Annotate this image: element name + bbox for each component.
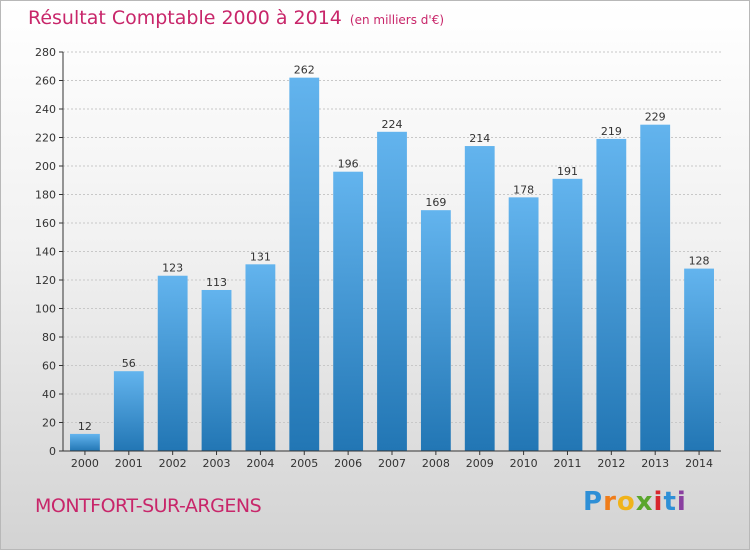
data-label: 219 bbox=[601, 125, 622, 138]
y-tick-label: 0 bbox=[49, 445, 56, 458]
data-label: 191 bbox=[557, 165, 578, 178]
bar bbox=[377, 131, 407, 452]
logo-letter: i bbox=[653, 487, 664, 517]
bar bbox=[333, 171, 364, 451]
data-label: 224 bbox=[382, 118, 403, 131]
logo-letter: r bbox=[603, 487, 617, 517]
y-tick-label: 20 bbox=[42, 417, 56, 430]
data-label: 123 bbox=[162, 262, 183, 275]
logo-letter: i bbox=[676, 487, 687, 517]
y-tick-label: 60 bbox=[42, 360, 56, 373]
x-tick-label: 2008 bbox=[422, 457, 450, 470]
logo-letter: t bbox=[663, 487, 677, 517]
y-tick-label: 180 bbox=[35, 189, 56, 202]
y-tick-label: 100 bbox=[35, 303, 56, 316]
chart-title-main: Résultat Comptable 2000 à 2014 bbox=[28, 7, 342, 29]
x-tick-label: 2005 bbox=[290, 457, 318, 470]
x-tick-label: 2010 bbox=[510, 457, 538, 470]
data-label: 56 bbox=[122, 357, 136, 370]
bar bbox=[640, 124, 671, 452]
logo-letter: x bbox=[635, 487, 654, 517]
x-tick-label: 2000 bbox=[71, 457, 99, 470]
x-tick-label: 2007 bbox=[378, 457, 406, 470]
data-label: 229 bbox=[645, 111, 666, 124]
bar bbox=[684, 268, 714, 451]
logo-letter: o bbox=[616, 487, 636, 517]
bar bbox=[201, 289, 232, 451]
bar bbox=[464, 146, 495, 452]
bar bbox=[596, 138, 627, 452]
bar bbox=[245, 264, 276, 451]
y-tick-label: 260 bbox=[35, 75, 56, 88]
proxiti-logo: Proxiti bbox=[583, 487, 687, 517]
bar bbox=[70, 433, 100, 451]
data-label: 178 bbox=[513, 183, 534, 196]
y-tick-label: 160 bbox=[35, 217, 56, 230]
y-tick-label: 120 bbox=[35, 274, 56, 287]
x-tick-label: 2001 bbox=[115, 457, 143, 470]
x-tick-label: 2012 bbox=[597, 457, 625, 470]
town-name: MONTFORT-SUR-ARGENS bbox=[35, 495, 262, 517]
bar bbox=[289, 77, 320, 452]
x-tick-label: 2004 bbox=[246, 457, 274, 470]
data-label: 169 bbox=[425, 196, 446, 209]
data-label: 196 bbox=[338, 158, 359, 171]
data-label: 12 bbox=[78, 420, 92, 433]
y-tick-label: 280 bbox=[35, 46, 56, 59]
y-tick-label: 140 bbox=[35, 246, 56, 259]
x-tick-label: 2002 bbox=[159, 457, 187, 470]
y-tick-label: 40 bbox=[42, 388, 56, 401]
y-tick-label: 220 bbox=[35, 132, 56, 145]
x-tick-label: 2009 bbox=[466, 457, 494, 470]
chart-title: Résultat Comptable 2000 à 2014 (en millie… bbox=[28, 7, 444, 29]
bar bbox=[113, 371, 144, 451]
x-tick-label: 2014 bbox=[685, 457, 713, 470]
bar bbox=[157, 275, 188, 451]
x-tick-label: 2003 bbox=[203, 457, 231, 470]
y-tick-label: 200 bbox=[35, 160, 56, 173]
data-label: 262 bbox=[294, 64, 315, 77]
logo-letter: P bbox=[583, 487, 604, 517]
data-label: 128 bbox=[689, 255, 710, 268]
x-tick-label: 2006 bbox=[334, 457, 362, 470]
bar bbox=[508, 197, 539, 451]
y-tick-label: 240 bbox=[35, 103, 56, 116]
y-tick-label: 80 bbox=[42, 331, 56, 344]
x-tick-label: 2011 bbox=[553, 457, 581, 470]
data-label: 131 bbox=[250, 250, 271, 263]
data-label: 214 bbox=[469, 132, 490, 145]
bar bbox=[552, 178, 583, 451]
x-tick-label: 2013 bbox=[641, 457, 669, 470]
chart-title-unit: (en milliers d'€) bbox=[349, 13, 445, 27]
bar bbox=[420, 210, 451, 451]
data-label: 113 bbox=[206, 276, 227, 289]
